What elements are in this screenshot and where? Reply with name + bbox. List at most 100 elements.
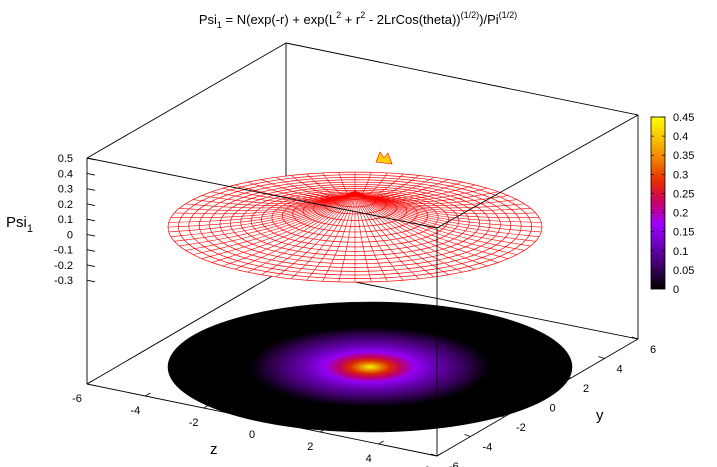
x-tick-mark xyxy=(436,452,443,457)
mesh-spoke xyxy=(354,173,404,197)
heatmap-disc-rim xyxy=(167,301,573,433)
mesh-spoke xyxy=(261,190,356,276)
x-tick-label: 0 xyxy=(249,429,255,441)
x-tick-label: 2 xyxy=(307,441,313,453)
z-tick-label: 0.1 xyxy=(58,214,73,226)
colorbar-tick-label: 0.45 xyxy=(673,112,694,124)
mesh-spoke xyxy=(174,190,356,242)
mesh-spoke xyxy=(354,190,499,263)
mesh-spoke xyxy=(185,190,356,209)
mesh-spoke xyxy=(322,172,356,197)
box-edge-top-right xyxy=(436,114,639,229)
x-tick-label: -6 xyxy=(72,393,82,405)
mesh-spoke xyxy=(354,190,525,251)
z-tick-label: 0 xyxy=(67,229,73,241)
x-tick-mark xyxy=(378,440,384,445)
colorbar-rect xyxy=(650,116,666,290)
mesh-spoke xyxy=(354,172,388,197)
y-axis-label: y xyxy=(596,407,604,424)
z-tick-label: -0.2 xyxy=(54,260,73,272)
colorbar-tick-label: 0.3 xyxy=(673,169,688,181)
x-tick-mark xyxy=(320,428,326,433)
mesh-spoke xyxy=(201,190,356,259)
mesh-spoke xyxy=(201,190,356,205)
mesh-spoke xyxy=(290,190,356,280)
mesh-spoke xyxy=(174,190,356,215)
z-tick-label: 0.4 xyxy=(58,168,73,180)
mesh-spoke xyxy=(354,190,463,273)
colorbar: 0 0.05 0.1 0.15 0.2 0.25 0.3 0.35 0.4 0.45 xyxy=(650,112,694,296)
y-tick-labels: -6 -4 -2 0 2 4 6 xyxy=(430,336,656,467)
mesh-spoke xyxy=(354,190,543,228)
mesh-spoke xyxy=(211,190,356,263)
box-edge-top-left xyxy=(86,42,287,159)
colorbar-tick-label: 0 xyxy=(673,284,679,296)
colorbar-tick-label: 0.15 xyxy=(673,227,694,239)
mesh-spoke xyxy=(179,190,356,211)
surface-mesh xyxy=(167,151,543,283)
z-tick-label: 0.2 xyxy=(58,199,73,211)
mesh-spoke xyxy=(185,190,356,251)
colorbar-tick-label: 0.2 xyxy=(673,208,688,220)
colorbar-tick-label: 0.1 xyxy=(673,246,688,258)
z-tick-mark xyxy=(86,264,96,267)
mesh-spoke xyxy=(354,190,542,223)
mesh-spoke xyxy=(354,190,509,259)
y-tick-label: -4 xyxy=(483,442,493,454)
y-tick-label: 2 xyxy=(583,383,589,395)
mesh-spoke xyxy=(354,190,536,242)
x-tick-label: 6 xyxy=(424,465,430,467)
y-tick-label: 6 xyxy=(650,344,656,356)
mesh-spoke xyxy=(170,190,356,237)
mesh-spoke xyxy=(354,190,517,206)
y-tick-mark xyxy=(531,395,538,398)
box-edge-top-back xyxy=(285,42,639,116)
y-tick-mark xyxy=(430,453,438,457)
z-tick-labels: -0.3 -0.2 -0.1 0 0.1 0.2 0.3 0.4 0.5 xyxy=(54,153,96,287)
mesh-spoke xyxy=(170,190,356,218)
z-tick-mark xyxy=(86,234,96,237)
mesh-spoke xyxy=(354,191,388,282)
z-tick-label: 0.5 xyxy=(58,153,73,165)
mesh-spoke xyxy=(275,190,356,278)
y-tick-label: -2 xyxy=(516,422,526,434)
y-tick-mark xyxy=(564,375,572,379)
x-axis-label: z xyxy=(210,441,218,458)
x-tick-labels: -6 -4 -2 0 2 4 6 xyxy=(72,380,443,467)
mesh-spoke xyxy=(338,191,356,282)
z-tick-label: 0.3 xyxy=(58,184,73,196)
y-tick-mark xyxy=(631,336,639,340)
x-tick-mark xyxy=(261,416,268,421)
mesh-spoke xyxy=(354,190,435,278)
mesh-spoke xyxy=(354,190,449,276)
mesh-spoke xyxy=(354,190,540,218)
mesh-spoke xyxy=(306,191,356,281)
chart-title: Psi1 = N(exp(-r) + exp(L2 + r2 - 2LrCos(… xyxy=(199,10,517,30)
x-tick-mark xyxy=(145,392,151,397)
mesh-spoke xyxy=(354,190,518,255)
z-tick-mark xyxy=(86,173,96,176)
z-tick-mark xyxy=(86,188,96,191)
z-axis-label: Psi1 xyxy=(6,214,33,235)
y-tick-mark xyxy=(464,434,471,437)
mesh-spoke xyxy=(247,190,356,273)
mesh-spoke xyxy=(354,190,536,215)
x-tick-mark xyxy=(86,380,93,385)
mesh-spoke xyxy=(322,191,356,282)
box-edge-bottom-left xyxy=(86,267,287,385)
mesh-spoke xyxy=(222,190,356,267)
mesh-spoke xyxy=(167,190,356,228)
z-tick-mark xyxy=(86,249,96,252)
z-tick-mark xyxy=(86,218,96,222)
mesh-spoke xyxy=(354,190,531,211)
colorbar-tick-label: 0.35 xyxy=(673,150,694,162)
y-tick-label: 0 xyxy=(550,403,556,415)
colorbar-tick-label: 0.25 xyxy=(673,188,694,200)
y-tick-mark xyxy=(598,356,605,359)
y-tick-label: 4 xyxy=(617,364,623,376)
x-tick-label: -2 xyxy=(189,417,199,429)
mesh-spoke xyxy=(354,172,372,197)
floor-heatmap xyxy=(167,301,573,433)
mesh-peak-tip xyxy=(375,151,393,165)
